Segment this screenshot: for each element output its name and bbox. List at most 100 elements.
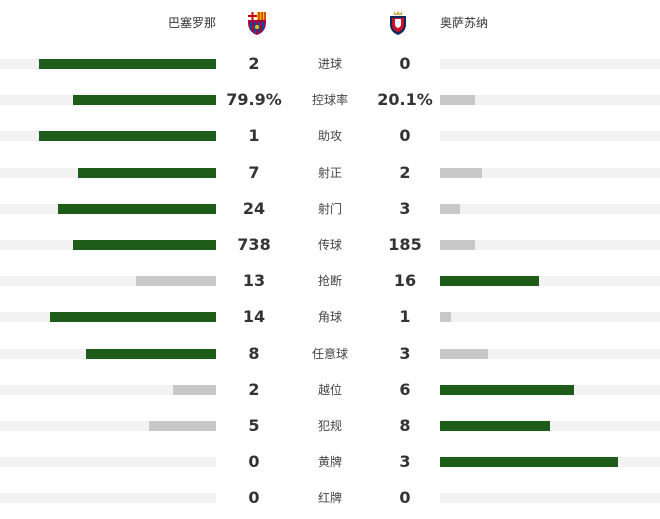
- home-value: 2: [248, 379, 260, 399]
- stat-row: 738 传球 185: [0, 235, 660, 255]
- away-bar-track: [440, 203, 660, 214]
- home-bar-track: [0, 421, 216, 431]
- away-bar: [440, 421, 550, 431]
- away-value: 8: [399, 416, 411, 435]
- home-bar: [172, 384, 216, 395]
- home-bar: [73, 240, 216, 250]
- away-bar: [440, 457, 619, 468]
- away-value: 185: [388, 235, 422, 254]
- home-bar: [77, 167, 216, 178]
- away-bar: [440, 348, 489, 359]
- home-value: 5: [248, 416, 260, 435]
- home-bar-track: [0, 348, 216, 359]
- home-bar-track: [0, 384, 216, 395]
- home-value: 8: [248, 343, 260, 363]
- away-value: 0: [399, 126, 411, 146]
- away-bar: [440, 167, 482, 178]
- stat-row: 2 进球 0: [0, 54, 660, 74]
- away-bar-track: [440, 240, 660, 250]
- home-bar-track: [0, 276, 216, 287]
- home-value: 7: [248, 162, 260, 182]
- away-bar-track: [440, 493, 660, 504]
- stat-row: 5 犯规 8: [0, 416, 660, 436]
- away-bar-track: [440, 276, 660, 287]
- home-bar: [58, 203, 216, 214]
- away-value: 3: [399, 198, 411, 218]
- away-bar-track: [440, 131, 660, 142]
- away-value: 0: [399, 54, 411, 73]
- home-bar-track: [0, 95, 216, 106]
- away-value: 0: [399, 488, 411, 508]
- home-bar: [86, 348, 216, 359]
- stat-label: 角球: [317, 310, 342, 325]
- home-bar-track: [0, 312, 216, 323]
- stat-label: 黄牌: [317, 455, 342, 470]
- stat-row: 13 抢断 16: [0, 271, 660, 291]
- away-bar-track: [440, 384, 660, 395]
- home-bar: [73, 95, 216, 106]
- home-bar-track: [0, 131, 216, 142]
- away-bar: [440, 384, 575, 395]
- stat-row: 8 任意球 3: [0, 344, 660, 364]
- home-value: 1: [248, 126, 260, 146]
- home-value: 14: [242, 307, 266, 327]
- home-team-name[interactable]: 巴塞罗那: [167, 16, 216, 30]
- stat-label: 传球: [317, 238, 342, 252]
- home-bar-track: [0, 240, 216, 250]
- home-value: 738: [237, 235, 271, 254]
- stat-row: 79.9% 控球率 20.1%: [0, 90, 660, 110]
- stat-label: 控球率: [311, 93, 348, 108]
- barcelona-crest-icon[interactable]: [245, 10, 269, 36]
- stat-label: 射门: [317, 201, 342, 216]
- stat-label: 任意球: [311, 346, 348, 361]
- away-bar-track: [440, 312, 660, 323]
- away-bar-track: [440, 167, 660, 178]
- stat-label: 越位: [317, 382, 342, 397]
- stat-row: 7 射正 2: [0, 163, 660, 183]
- away-bar: [440, 240, 476, 250]
- stat-label: 抢断: [317, 274, 342, 289]
- away-bar: [440, 95, 476, 106]
- away-value: 3: [399, 343, 411, 363]
- home-bar: [136, 276, 216, 287]
- stat-row: 14 角球 1: [0, 307, 660, 327]
- home-bar-track: [0, 457, 216, 468]
- away-bar: [440, 203, 460, 214]
- home-bar-track: [0, 59, 216, 69]
- stat-row: 2 越位 6: [0, 380, 660, 400]
- away-value: 20.1%: [377, 90, 433, 110]
- home-bar: [38, 131, 216, 142]
- away-bar-track: [440, 95, 660, 106]
- home-bar-track: [0, 493, 216, 504]
- stat-label: 射正: [317, 165, 342, 180]
- away-bar: [440, 312, 451, 323]
- home-bar: [149, 421, 216, 431]
- away-bar-track: [440, 421, 660, 431]
- away-value: 3: [399, 452, 411, 472]
- home-bar-track: [0, 203, 216, 214]
- away-team-name[interactable]: 奥萨苏纳: [440, 16, 489, 30]
- away-value: 6: [399, 379, 411, 399]
- away-bar-track: [440, 457, 660, 468]
- home-bar: [49, 312, 216, 323]
- home-value: 0: [248, 452, 260, 472]
- away-value: 2: [399, 162, 411, 182]
- home-value: 0: [248, 488, 260, 508]
- away-value: 1: [399, 307, 411, 327]
- stat-label: 红牌: [317, 491, 342, 506]
- away-bar-track: [440, 59, 660, 69]
- stat-row: 0 黄牌 3: [0, 452, 660, 472]
- stat-label: 助攻: [317, 129, 342, 144]
- home-value: 13: [242, 271, 266, 291]
- away-bar-track: [440, 348, 660, 359]
- stat-row: 0 红牌 0: [0, 488, 660, 508]
- home-bar-track: [0, 167, 216, 178]
- home-value: 2: [248, 54, 260, 73]
- stat-row: 1 助攻 0: [0, 126, 660, 146]
- home-value: 24: [242, 198, 266, 218]
- away-value: 16: [393, 271, 417, 291]
- stat-label: 进球: [317, 57, 342, 71]
- osasuna-crest-icon[interactable]: [386, 10, 410, 36]
- stat-row: 24 射门 3: [0, 199, 660, 219]
